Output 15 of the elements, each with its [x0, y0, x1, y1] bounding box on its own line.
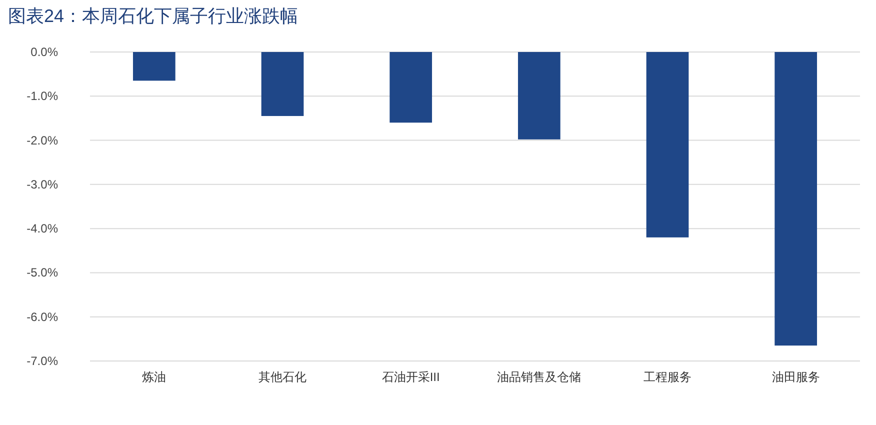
y-tick-label: -7.0%	[26, 354, 58, 368]
x-tick-label: 其他石化	[258, 370, 306, 384]
y-tick-label: -4.0%	[26, 222, 58, 236]
y-tick-label: -3.0%	[26, 177, 58, 192]
x-tick-label: 炼油	[142, 370, 166, 384]
y-tick-label: -1.0%	[26, 89, 58, 104]
chart-title: 图表24：本周石化下属子行业涨跌幅	[8, 6, 298, 26]
y-tick-label: 0.0%	[30, 45, 58, 59]
y-tick-label: -2.0%	[26, 133, 58, 148]
x-tick-label: 石油开采III	[382, 370, 440, 384]
y-tick-label: -6.0%	[26, 310, 58, 324]
y-tick-label: -5.0%	[26, 266, 58, 280]
x-tick-label: 工程服务	[644, 370, 692, 384]
x-tick-label: 油品销售及仓储	[497, 370, 582, 384]
x-tick-label: 油田服务	[772, 370, 820, 384]
